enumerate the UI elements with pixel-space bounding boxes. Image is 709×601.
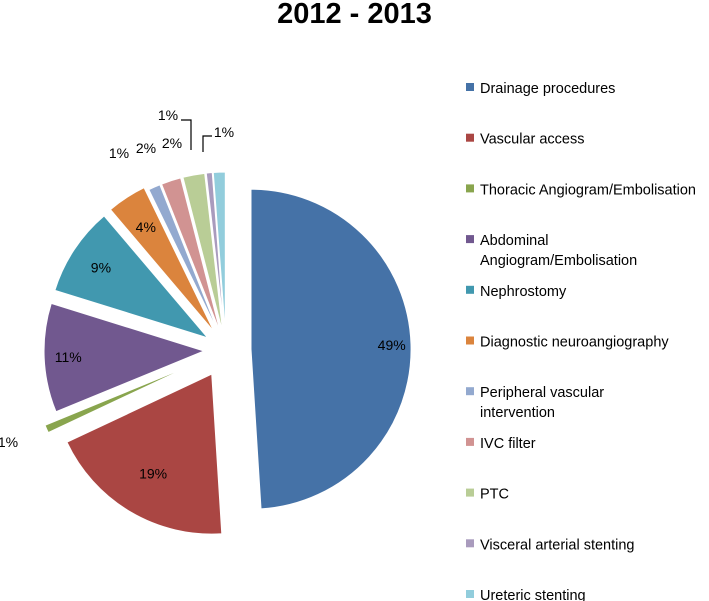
legend-swatch	[466, 437, 474, 446]
data-label-peripheral-vascular-intervention: 1%	[109, 145, 129, 161]
legend-label: Diagnostic neuroangiography	[480, 335, 669, 351]
data-label-nephrostomy: 9%	[91, 259, 111, 275]
pie-slice-ivc-filter	[160, 177, 221, 334]
legend-swatch	[466, 184, 474, 193]
pie-slice-drainage-procedures	[250, 188, 412, 510]
legend-label: Peripheral vascular intervention	[480, 385, 604, 421]
chart-title-text: 2012 - 2013	[277, 0, 432, 30]
leader-line-ureteric-stenting	[202, 135, 212, 152]
legend-item-drainage-procedures: Drainage procedures	[466, 81, 615, 97]
data-label-diagnostic-neuroangiography: 4%	[136, 219, 156, 235]
pie-slice-visceral-arterial-stenting	[205, 171, 225, 333]
legend-label: Ureteric stenting	[480, 588, 586, 601]
legend-label: IVC filter	[480, 436, 536, 452]
pie-slice-diagnostic-neuroangiography	[109, 187, 215, 332]
data-label-abdominal-angiogram-embolisation: 11%	[55, 349, 82, 365]
legend-swatch	[466, 336, 474, 345]
legend-swatch	[466, 488, 474, 497]
pie-slice-peripheral-vascular-intervention	[148, 184, 220, 334]
legend-swatch	[466, 387, 474, 396]
pie-slice-nephrostomy	[54, 215, 210, 339]
legend-label: Nephrostomy	[480, 284, 567, 300]
pie-slice-abdominal-angiogram-embolisation	[43, 302, 206, 413]
legend-item-ureteric-stenting: Ureteric stenting	[466, 588, 586, 601]
chart-title: 2012 - 2013	[0, 0, 709, 32]
data-label-ptc: 2%	[162, 135, 182, 151]
legend-item-peripheral-vascular-intervention: Peripheral vascular intervention	[466, 385, 604, 421]
legend-label: Drainage procedures	[480, 81, 615, 97]
legend-swatch	[466, 590, 474, 598]
leader-line-visceral-arterial-stenting	[181, 119, 192, 150]
legend-item-ivc-filter: IVC filter	[466, 436, 536, 452]
legend-swatch	[466, 539, 474, 548]
legend-swatch	[466, 235, 474, 244]
legend-item-ptc: PTC	[466, 487, 509, 503]
legend-swatch	[466, 83, 474, 91]
legend-item-vascular-access: Vascular access	[466, 132, 585, 148]
legend-label: Thoracic Angiogram/Embolisation	[480, 182, 696, 198]
legend-item-abdominal-angiogram-embolisation: Abdominal Angiogram/Embolisation	[466, 233, 637, 269]
data-label-ureteric-stenting: 1%	[214, 124, 234, 140]
data-label-thoracic-angiogram-embolisation: 1%	[0, 434, 18, 450]
legend-item-visceral-arterial-stenting: Visceral arterial stenting	[466, 537, 634, 553]
pie-slice-thoracic-angiogram-embolisation	[44, 364, 194, 434]
legend-item-thoracic-angiogram-embolisation: Thoracic Angiogram/Embolisation	[466, 182, 696, 198]
data-label-drainage-procedures: 49%	[378, 337, 406, 353]
legend-item-diagnostic-neuroangiography: Diagnostic neuroangiography	[466, 335, 669, 351]
legend-swatch	[466, 285, 474, 294]
data-label-visceral-arterial-stenting: 1%	[158, 107, 178, 123]
legend-label: PTC	[480, 487, 509, 503]
pie-slice-vascular-access	[66, 373, 223, 535]
legend-swatch	[466, 133, 474, 142]
legend-label: Visceral arterial stenting	[480, 537, 634, 553]
pie-slice-ptc	[182, 172, 224, 333]
legend-label: Abdominal Angiogram/Embolisation	[480, 233, 637, 269]
legend-item-nephrostomy: Nephrostomy	[466, 284, 567, 300]
data-label-ivc-filter: 2%	[136, 140, 156, 156]
pie-slice-ureteric-stenting	[212, 171, 226, 333]
data-label-vascular-access: 19%	[139, 465, 167, 481]
legend-label: Vascular access	[480, 132, 585, 148]
